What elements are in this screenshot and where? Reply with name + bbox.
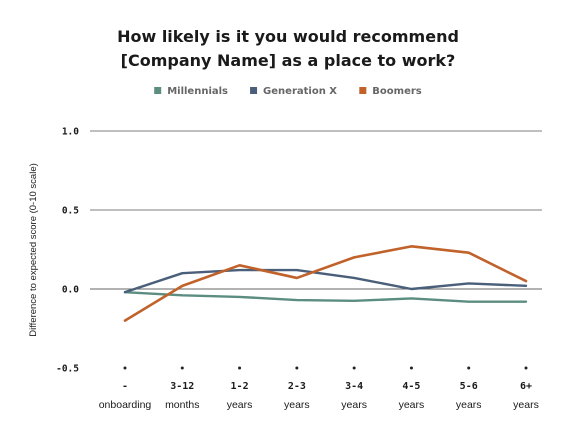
chart-title-line-1: How likely is it you would recommend [117, 27, 459, 46]
x-tick-label: 3-4 [345, 381, 363, 392]
x-tick-dot [295, 366, 299, 370]
x-tick-sublabel: years [227, 399, 253, 411]
x-tick-dot [180, 366, 184, 370]
legend-label: Generation X [263, 86, 337, 97]
x-tick-sublabel: years [513, 399, 539, 411]
gridlines [90, 130, 542, 370]
x-tick-dot [123, 366, 127, 370]
x-tick-dot [352, 366, 356, 370]
y-tick-label: -0.5 [56, 364, 79, 375]
x-tick-label: 6+ [520, 381, 532, 392]
y-tick-label: 1.0 [62, 127, 79, 138]
x-axis-ticks: - onboarding 3-12 months 1-2 years 2-3 years 3-4… [99, 381, 539, 411]
x-tick-label: 1-2 [231, 381, 249, 392]
x-tick-sublabel: years [284, 399, 310, 411]
x-tick-sublabel: years [456, 399, 482, 411]
y-axis-ticks: 1.0 0.5 0.0 -0.5 [56, 127, 79, 375]
y-tick-label: 0.0 [62, 285, 79, 296]
legend-label: Millennials [167, 86, 228, 97]
x-tick-label: 4-5 [402, 381, 420, 392]
x-tick-sublabel: years [341, 399, 367, 411]
series-line-boomers [123, 245, 528, 322]
x-tick-sublabel: years [399, 399, 425, 411]
legend-item-2: Boomers [359, 86, 422, 97]
x-tick-dot [524, 366, 528, 370]
x-tick-label: 3-12 [170, 381, 194, 392]
series-line-millennials [123, 290, 528, 303]
legend: Millennials Generation X Boomers [154, 86, 422, 97]
y-axis-label: Difference to expected score (0-10 scale… [28, 163, 39, 337]
y-tick-label: 0.5 [62, 206, 79, 217]
x-tick-label: 5-6 [460, 381, 478, 392]
series-lines [123, 245, 528, 322]
legend-swatch [359, 87, 367, 94]
x-tick-label: 2-3 [288, 381, 306, 392]
legend-item-1: Generation X [250, 86, 337, 97]
legend-swatch [250, 87, 258, 94]
chart-title-line-2: [Company Name] as a place to work? [121, 51, 456, 70]
series-line-generation-x [123, 268, 528, 294]
legend-item-0: Millennials [154, 86, 228, 97]
x-tick-sublabel: months [165, 399, 199, 411]
x-tick-dot [409, 366, 413, 370]
x-tick-sublabel: onboarding [99, 399, 152, 411]
x-tick-dot [238, 366, 242, 370]
legend-swatch [154, 87, 162, 94]
x-tick-dot [467, 366, 471, 370]
legend-label: Boomers [372, 86, 421, 97]
x-tick-label: - [122, 381, 128, 392]
